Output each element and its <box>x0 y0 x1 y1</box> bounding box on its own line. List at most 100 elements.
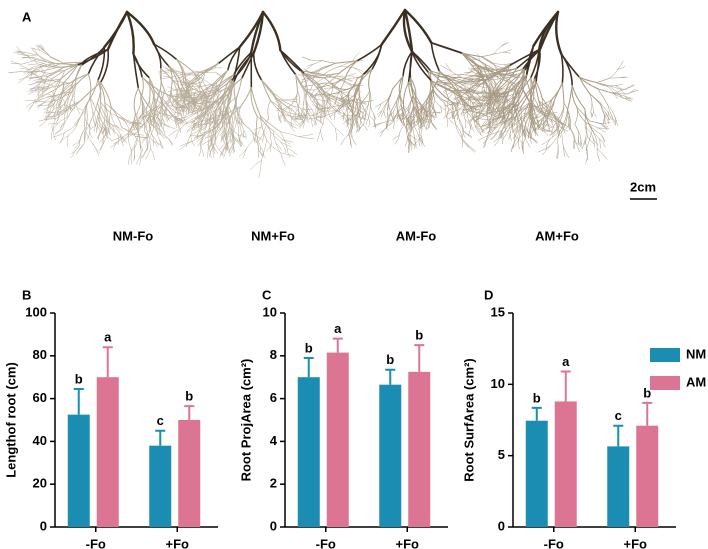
root <box>154 120 161 127</box>
root <box>386 119 389 128</box>
root <box>515 78 527 105</box>
root <box>625 84 635 90</box>
root <box>182 105 192 112</box>
root <box>411 50 432 72</box>
root <box>471 107 488 113</box>
root <box>133 134 139 143</box>
root <box>506 103 517 120</box>
root <box>545 139 551 151</box>
root <box>368 90 371 106</box>
root <box>489 92 500 94</box>
root <box>486 98 494 101</box>
root <box>486 103 491 111</box>
root <box>288 107 300 116</box>
root <box>205 90 223 95</box>
root <box>162 70 173 75</box>
root <box>185 134 192 148</box>
root <box>253 126 262 131</box>
root <box>449 79 465 83</box>
root <box>54 80 71 84</box>
root <box>230 51 253 82</box>
root <box>203 87 209 96</box>
root <box>599 138 601 149</box>
root <box>151 123 160 134</box>
root <box>201 85 218 92</box>
root <box>260 115 281 132</box>
root <box>204 99 211 113</box>
root <box>100 119 105 132</box>
root <box>61 96 67 106</box>
root <box>166 136 173 145</box>
root <box>182 82 189 91</box>
root <box>172 99 182 102</box>
root <box>275 143 280 152</box>
root <box>280 141 286 153</box>
root <box>35 59 55 64</box>
root <box>171 74 183 78</box>
root <box>412 95 417 110</box>
root <box>29 73 33 81</box>
root <box>488 107 493 115</box>
root <box>37 54 55 64</box>
root <box>96 130 101 140</box>
y-tick-label: 40 <box>33 433 47 448</box>
root <box>555 122 558 132</box>
root <box>476 101 488 114</box>
root <box>472 114 487 117</box>
root <box>434 100 441 107</box>
root <box>487 98 494 106</box>
root <box>349 101 353 111</box>
root <box>524 115 530 127</box>
root <box>580 136 582 146</box>
root <box>463 130 472 137</box>
error-bar <box>531 406 542 421</box>
root <box>396 112 399 119</box>
root <box>408 81 417 102</box>
y-tick-label: 0 <box>40 518 47 533</box>
root <box>550 118 553 126</box>
root <box>469 81 474 87</box>
root <box>484 87 498 104</box>
root <box>374 103 382 108</box>
root <box>362 104 369 114</box>
root <box>609 85 618 93</box>
root <box>270 130 281 143</box>
root <box>132 52 151 79</box>
root <box>518 138 520 150</box>
root <box>204 134 214 139</box>
root <box>128 121 135 125</box>
root <box>216 69 229 84</box>
root <box>474 125 483 137</box>
root <box>306 107 312 119</box>
root <box>202 105 211 121</box>
root <box>214 109 224 119</box>
root <box>233 139 236 152</box>
root <box>528 99 534 109</box>
root <box>600 122 611 125</box>
root <box>623 97 633 102</box>
root <box>76 143 85 153</box>
root <box>513 135 516 148</box>
root <box>224 128 228 142</box>
root <box>342 113 346 120</box>
root <box>470 124 475 133</box>
root <box>468 124 472 136</box>
root <box>203 85 218 95</box>
root <box>158 124 163 134</box>
root <box>532 107 540 113</box>
root <box>36 85 45 89</box>
root <box>607 111 612 120</box>
root <box>218 141 227 151</box>
root <box>586 148 589 160</box>
root <box>387 109 393 120</box>
root <box>442 99 450 105</box>
root <box>479 60 487 68</box>
root <box>337 104 341 114</box>
root <box>465 74 476 79</box>
root <box>615 85 623 90</box>
root <box>79 126 87 141</box>
root <box>317 84 326 94</box>
root <box>487 102 497 104</box>
error-bar <box>102 346 113 378</box>
root <box>40 64 46 74</box>
